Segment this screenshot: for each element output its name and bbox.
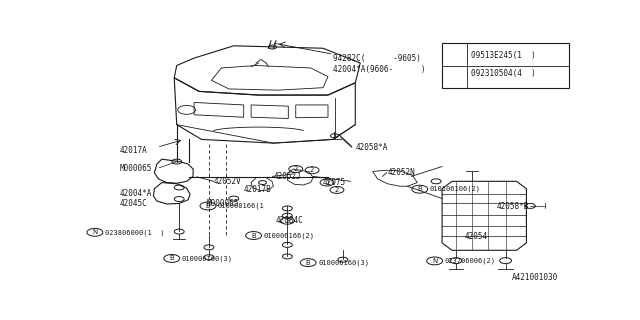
Text: B: B — [306, 260, 310, 266]
Text: 42075: 42075 — [323, 178, 346, 187]
Text: 42052J: 42052J — [273, 172, 301, 181]
Text: 1: 1 — [324, 180, 329, 186]
Text: 94282C(      -9605): 94282C( -9605) — [333, 54, 421, 63]
Text: 2: 2 — [452, 69, 457, 78]
Text: 2: 2 — [294, 166, 298, 172]
Text: 010006166(2): 010006166(2) — [264, 232, 314, 239]
Text: 010006160(3): 010006160(3) — [182, 255, 233, 262]
Text: M000065: M000065 — [120, 164, 152, 173]
Text: 2: 2 — [335, 187, 339, 193]
Text: 023806000(1  ): 023806000(1 ) — [105, 229, 164, 236]
Text: 42017B: 42017B — [244, 185, 271, 195]
Text: 09513E245(1  ): 09513E245(1 ) — [471, 51, 536, 60]
Text: 010006160(3): 010006160(3) — [318, 260, 369, 266]
Text: 42084C: 42084C — [276, 216, 303, 225]
Text: 42054: 42054 — [465, 231, 488, 241]
Text: 1: 1 — [452, 51, 457, 60]
Text: B: B — [205, 203, 211, 209]
Text: 42052V: 42052V — [214, 177, 242, 186]
Text: 42058*A: 42058*A — [355, 143, 388, 152]
FancyBboxPatch shape — [442, 43, 568, 88]
Text: 2: 2 — [310, 167, 314, 173]
Text: N: N — [432, 258, 437, 264]
Text: 010106106(2): 010106106(2) — [429, 186, 481, 192]
Text: 42045C: 42045C — [120, 199, 147, 208]
Text: B: B — [252, 233, 256, 238]
Text: 42017A: 42017A — [120, 146, 147, 155]
Text: 42004*A: 42004*A — [120, 189, 152, 198]
Text: 010008166(1: 010008166(1 — [218, 203, 264, 209]
Text: N: N — [92, 229, 97, 235]
Text: B: B — [417, 186, 422, 192]
Text: A421001030: A421001030 — [511, 273, 558, 282]
Text: 023706006(2): 023706006(2) — [445, 258, 495, 264]
Text: 092310504(4  ): 092310504(4 ) — [471, 69, 536, 78]
Text: 42052N: 42052N — [388, 168, 415, 177]
Text: 42004*A(9606-      ): 42004*A(9606- ) — [333, 65, 426, 74]
Text: 2: 2 — [285, 218, 289, 224]
Text: B: B — [170, 255, 174, 261]
Text: 42058*B: 42058*B — [497, 202, 529, 211]
Text: M000065: M000065 — [207, 199, 239, 208]
